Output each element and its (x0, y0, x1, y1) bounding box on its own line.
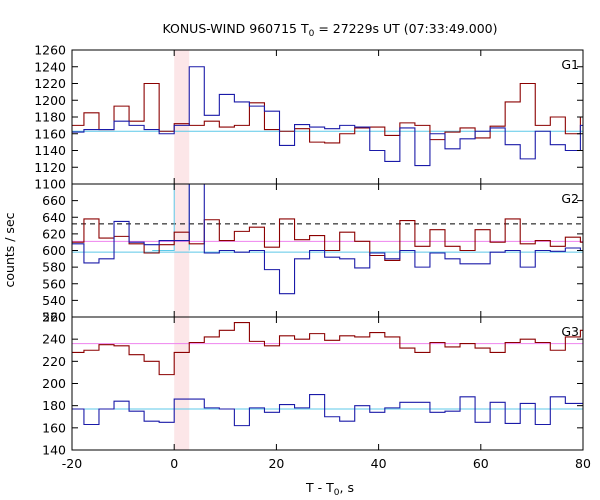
y-tick-label: 160 (42, 420, 66, 435)
y-tick-label: 620 (42, 226, 66, 241)
y-tick-label: 520 (42, 310, 66, 325)
y-tick-label: 140 (42, 443, 66, 458)
y-tick-label: 560 (42, 276, 66, 291)
y-tick-label: 260 (42, 310, 66, 325)
chart-title-suffix: = 27229s UT (07:33:49.000) (314, 21, 497, 36)
axes-layer: 110011201140116011801200122012401260G152… (34, 43, 591, 472)
panel-g2-series-blue (72, 183, 583, 295)
panel-g2-label: G2 (561, 191, 579, 206)
highlight-layer (174, 50, 190, 450)
panel-g1-series-red (72, 82, 583, 144)
chart-title: KONUS-WIND 960715 T0 = 27229s UT (07:33:… (162, 21, 497, 39)
panel-g2-series-red (72, 218, 583, 262)
x-axis-label-subscript: 0 (334, 488, 340, 498)
x-axis-label: T - T0, s (305, 480, 354, 498)
data-layer (72, 66, 583, 427)
y-tick-label: 1140 (34, 143, 66, 158)
y-tick-label: 1220 (34, 76, 66, 91)
y-tick-label: 540 (42, 293, 66, 308)
highlight-band (174, 50, 190, 450)
y-tick-label: 1260 (34, 43, 66, 58)
y-tick-label: 1120 (34, 160, 66, 175)
y-tick-label: 660 (42, 193, 66, 208)
y-tick-label: 580 (42, 260, 66, 275)
x-tick-label: 60 (473, 456, 489, 471)
y-tick-label: 1160 (34, 126, 66, 141)
x-axis-label-suffix: , s (340, 480, 354, 495)
y-tick-label: 1240 (34, 59, 66, 74)
panel-g1-label: G1 (561, 57, 579, 72)
y-tick-label: 1200 (34, 93, 66, 108)
x-tick-label: 80 (575, 456, 591, 471)
panel-g3-label: G3 (561, 324, 579, 339)
y-tick-label: 200 (42, 376, 66, 391)
chart-title-subscript: 0 (309, 29, 315, 39)
x-tick-label: 20 (268, 456, 284, 471)
x-tick-label: -20 (62, 456, 82, 471)
chart-title-prefix: KONUS-WIND 960715 T (162, 21, 308, 36)
panel-g3-series-blue (72, 394, 583, 427)
y-tick-label: 600 (42, 243, 66, 258)
x-axis-label-prefix: T - T (305, 480, 334, 495)
y-tick-label: 220 (42, 354, 66, 369)
y-tick-label: 1100 (34, 177, 66, 192)
panel-g1-series-blue (72, 66, 583, 167)
x-tick-label: 40 (371, 456, 387, 471)
panel-g3-series-red (72, 321, 583, 376)
y-tick-label: 1180 (34, 110, 66, 125)
x-tick-label: 0 (170, 456, 178, 471)
y-tick-label: 180 (42, 398, 66, 413)
y-tick-label: 640 (42, 210, 66, 225)
y-tick-label: 240 (42, 332, 66, 347)
y-axis-label: counts / sec (2, 212, 17, 287)
